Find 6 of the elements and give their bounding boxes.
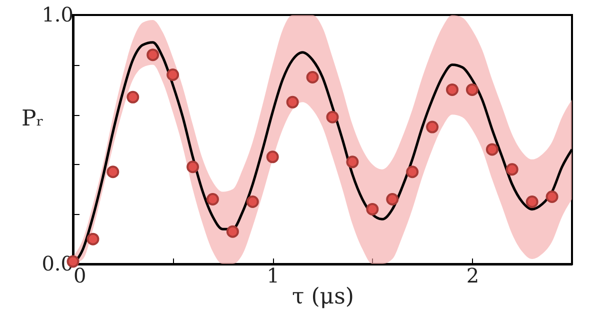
- x-tick-label: 2: [466, 264, 480, 288]
- x-axis-title: τ (μs): [292, 284, 354, 310]
- x-tick-label: 0: [74, 264, 86, 288]
- y-axis-title: Pᵣ: [22, 106, 44, 132]
- x-tick-label: 1: [266, 264, 280, 288]
- y-tick-label: 1.0: [42, 2, 74, 26]
